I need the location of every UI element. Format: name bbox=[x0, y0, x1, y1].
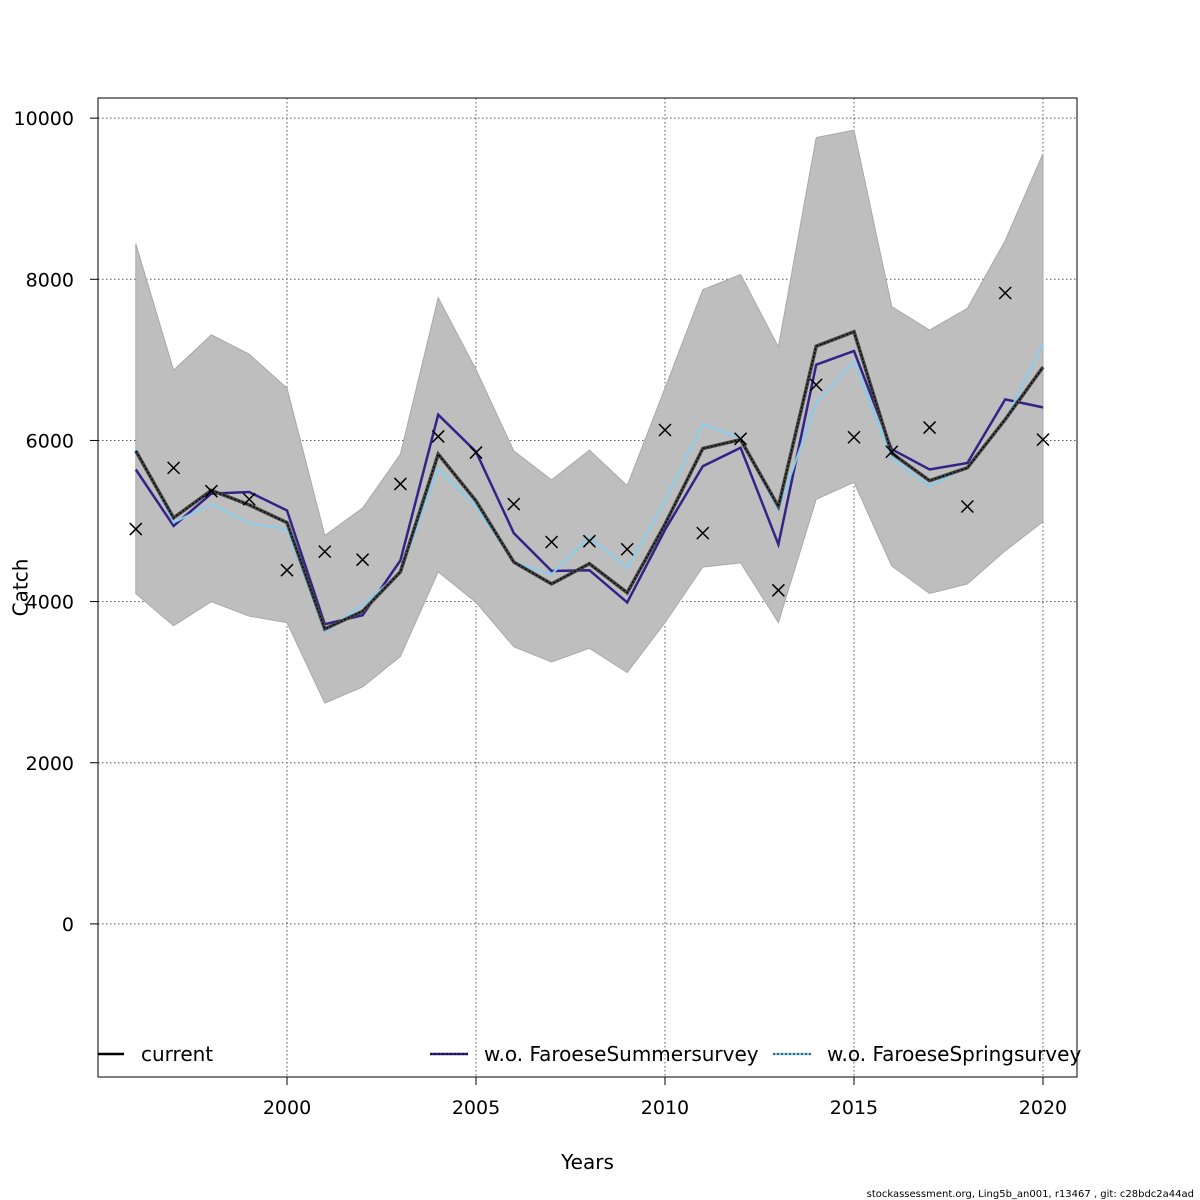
observed-point bbox=[280, 563, 294, 577]
observed-point bbox=[998, 286, 1012, 300]
x-tick-label: 2005 bbox=[452, 1097, 500, 1119]
observed-point bbox=[696, 526, 710, 540]
observed-point bbox=[847, 430, 861, 444]
footer-credit: stockassessment.org, Ling5b_an001, r1346… bbox=[867, 1189, 1194, 1200]
y-axis: 0 2000 4000 6000 8000 10000 bbox=[14, 108, 98, 936]
series-lines-layer bbox=[134, 329, 1045, 634]
plot-frame bbox=[97, 97, 1078, 1078]
x-axis-title: Years bbox=[560, 1150, 614, 1174]
legend-item-summer: w.o. FaroeseSummersurvey bbox=[430, 1042, 759, 1066]
x-tick-label: 2020 bbox=[1019, 1097, 1067, 1119]
observed-point bbox=[771, 583, 785, 597]
y-tick-label: 0 bbox=[62, 914, 74, 936]
legend: current w.o. FaroeseSummersurvey w.o. Faro… bbox=[98, 1042, 1081, 1066]
observed-point bbox=[734, 432, 748, 446]
legend-label: w.o. FaroeseSpringsurvey bbox=[827, 1042, 1081, 1066]
y-tick-label: 2000 bbox=[26, 753, 74, 775]
x-axis: 2000 2005 2010 2015 2020 bbox=[263, 1077, 1067, 1119]
observed-point bbox=[885, 445, 899, 459]
legend-item-current: current bbox=[98, 1042, 213, 1066]
observed-point bbox=[658, 423, 672, 437]
series-line-current-dots bbox=[135, 330, 1044, 630]
observed-point bbox=[204, 484, 218, 498]
observed-point bbox=[356, 553, 370, 567]
observed-point bbox=[923, 421, 937, 435]
legend-label: w.o. FaroeseSummersurvey bbox=[484, 1042, 759, 1066]
y-tick-label: 8000 bbox=[26, 269, 74, 291]
observed-point bbox=[620, 542, 634, 556]
observed-point bbox=[507, 497, 521, 511]
observed-point bbox=[545, 535, 559, 549]
observed-points-layer bbox=[129, 286, 1050, 597]
y-axis-title: Catch bbox=[9, 559, 33, 617]
observed-point bbox=[431, 429, 445, 443]
x-tick-label: 2015 bbox=[830, 1097, 878, 1119]
x-tick-label: 2000 bbox=[263, 1097, 311, 1119]
legend-label: current bbox=[141, 1042, 213, 1066]
observed-point bbox=[582, 534, 596, 548]
observed-point bbox=[809, 378, 823, 392]
legend-item-spring: w.o. FaroeseSpringsurvey bbox=[773, 1042, 1081, 1066]
confidence-band bbox=[135, 129, 1044, 704]
observed-point bbox=[318, 545, 332, 559]
y-tick-label: 10000 bbox=[14, 108, 74, 130]
observed-point bbox=[469, 446, 483, 460]
observed-point bbox=[167, 461, 181, 475]
observed-point bbox=[960, 499, 974, 514]
y-tick-label: 4000 bbox=[26, 592, 74, 614]
observed-point bbox=[242, 492, 256, 506]
observed-point bbox=[393, 477, 407, 491]
series-line-spring bbox=[134, 343, 1044, 634]
confidence-band-layer bbox=[135, 129, 1044, 704]
observed-point bbox=[1036, 433, 1050, 447]
y-tick-label: 6000 bbox=[26, 430, 74, 452]
observed-point bbox=[129, 522, 143, 536]
x-tick-label: 2010 bbox=[641, 1097, 689, 1119]
